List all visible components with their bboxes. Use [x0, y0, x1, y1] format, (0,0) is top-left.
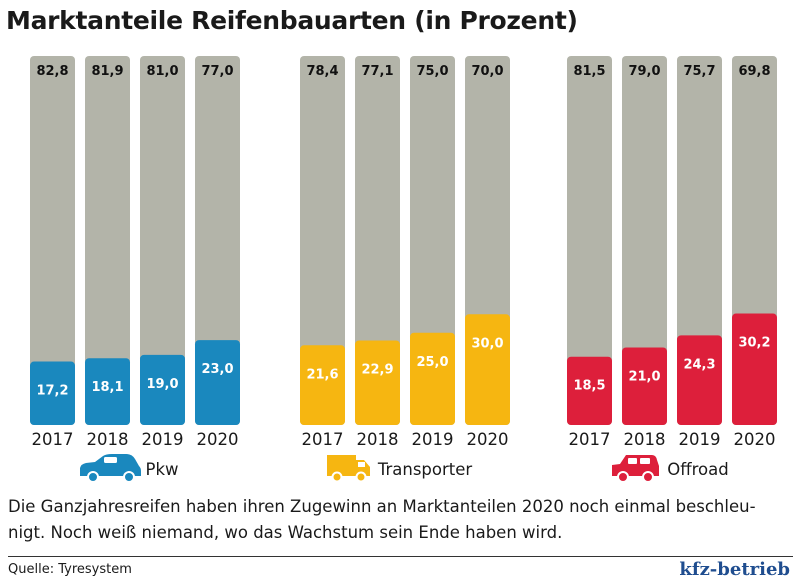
label-other-transporter-2018: 77,1: [361, 64, 393, 79]
tick-offroad-2020: 2020: [734, 430, 776, 449]
label-allseason-offroad-2018: 21,0: [628, 370, 660, 385]
label-other-transporter-2019: 75,0: [416, 64, 448, 79]
bar-other-pkw-2020: [195, 56, 240, 425]
car-window-icon: [104, 457, 117, 463]
label-other-pkw-2019: 81,0: [146, 64, 178, 79]
label-allseason-offroad-2017: 18,5: [573, 379, 605, 394]
van-window-icon: [358, 462, 365, 467]
tick-offroad-2019: 2019: [679, 430, 721, 449]
label-allseason-transporter-2018: 22,9: [361, 362, 393, 377]
label-other-offroad-2020: 69,8: [738, 64, 770, 79]
chart-title: Marktanteile Reifenbauarten (in Prozent): [6, 6, 578, 35]
label-allseason-pkw-2018: 18,1: [91, 380, 123, 395]
tick-transporter-2020: 2020: [467, 430, 509, 449]
bar-other-offroad-2018: [622, 56, 667, 425]
bar-allseason-transporter-2019: [410, 332, 455, 425]
bar-allseason-pkw-2020: [195, 340, 240, 425]
tick-pkw-2017: 2017: [32, 430, 74, 449]
caption: Die Ganzjahresreifen haben ihren Zugewin…: [8, 494, 793, 546]
caption-line-1: Die Ganzjahresreifen haben ihren Zugewin…: [8, 497, 756, 516]
legend-label-offroad: Offroad: [667, 460, 728, 479]
van-wheel-rear-icon: [355, 471, 367, 483]
label-allseason-transporter-2020: 30,0: [471, 336, 503, 351]
tick-transporter-2018: 2018: [357, 430, 399, 449]
bar-other-pkw-2019: [140, 56, 185, 425]
caption-line-2: nigt. Noch weiß niemand, wo das Wachstum…: [8, 523, 563, 542]
car-icon: [80, 454, 141, 476]
label-other-pkw-2018: 81,9: [91, 64, 123, 79]
label-allseason-transporter-2019: 25,0: [416, 355, 448, 370]
source-note: Quelle: Tyresystem: [8, 562, 132, 577]
label-other-pkw-2020: 77,0: [201, 64, 233, 79]
label-other-transporter-2020: 70,0: [471, 64, 503, 79]
bar-allseason-offroad-2020: [732, 313, 777, 425]
bar-other-offroad-2017: [567, 56, 612, 425]
label-allseason-pkw-2019: 19,0: [146, 377, 178, 392]
offroad-wheel-rear-icon: [642, 471, 654, 483]
label-allseason-pkw-2017: 17,2: [36, 384, 68, 399]
label-other-offroad-2017: 81,5: [573, 64, 605, 79]
van-wheel-front-icon: [331, 471, 343, 483]
bar-allseason-pkw-2017: [30, 361, 75, 425]
label-other-offroad-2018: 79,0: [628, 64, 660, 79]
tick-offroad-2017: 2017: [569, 430, 611, 449]
van-icon: [327, 455, 370, 476]
bar-other-pkw-2018: [85, 56, 130, 425]
bar-other-transporter-2017: [300, 56, 345, 425]
bar-allseason-transporter-2017: [300, 345, 345, 425]
label-allseason-offroad-2019: 24,3: [683, 357, 715, 372]
market-share-chart: 82,8 17,2 2017 81,9 18,1 2018 81,0 19,0 2019 77,0…: [30, 56, 777, 483]
label-allseason-offroad-2020: 30,2: [738, 336, 770, 351]
car-wheel-front-icon: [87, 471, 99, 483]
bar-allseason-transporter-2020: [465, 314, 510, 425]
offroad-window-rear-icon: [640, 458, 650, 464]
car-wheel-rear-icon: [123, 471, 135, 483]
brand-logo: kfz-betrieb: [679, 559, 790, 580]
bar-allseason-transporter-2018: [355, 340, 400, 425]
bar-allseason-offroad-2018: [622, 347, 667, 425]
label-allseason-pkw-2020: 23,0: [201, 362, 233, 377]
tick-transporter-2019: 2019: [412, 430, 454, 449]
tick-transporter-2017: 2017: [302, 430, 344, 449]
bar-other-pkw-2017: [30, 56, 75, 425]
label-other-pkw-2017: 82,8: [36, 64, 68, 79]
label-allseason-transporter-2017: 21,6: [306, 367, 338, 382]
offroad-window-front-icon: [628, 458, 637, 464]
bar-other-transporter-2018: [355, 56, 400, 425]
bar-allseason-offroad-2019: [677, 335, 722, 425]
legend-label-transporter: Transporter: [377, 460, 473, 479]
footer-divider: [8, 556, 793, 557]
tick-offroad-2018: 2018: [624, 430, 666, 449]
tick-pkw-2020: 2020: [197, 430, 239, 449]
tick-pkw-2018: 2018: [87, 430, 129, 449]
bar-allseason-offroad-2017: [567, 356, 612, 425]
tick-pkw-2019: 2019: [142, 430, 184, 449]
bar-allseason-pkw-2019: [140, 354, 185, 425]
label-other-transporter-2017: 78,4: [306, 64, 338, 79]
label-other-offroad-2019: 75,7: [683, 64, 715, 79]
offroad-wheel-front-icon: [617, 471, 629, 483]
bar-allseason-pkw-2018: [85, 358, 130, 425]
bar-other-offroad-2019: [677, 56, 722, 425]
legend-label-pkw: Pkw: [146, 460, 179, 479]
